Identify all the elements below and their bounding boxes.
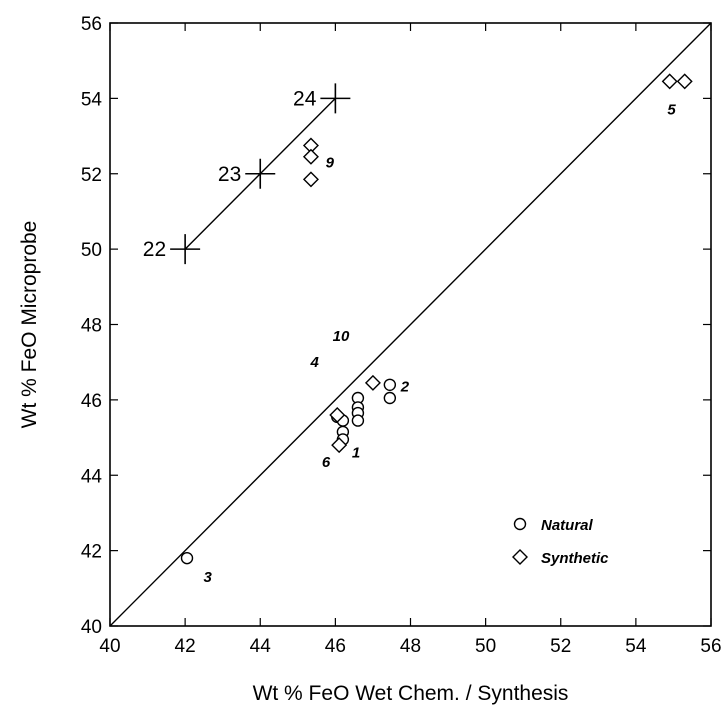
y-axis-title: Wt % FeO Microprobe — [18, 221, 41, 429]
reference-lines — [109, 22, 712, 627]
y-tick-label: 54 — [81, 89, 103, 110]
legend-natural-marker — [513, 517, 527, 531]
standard-label: 22 — [143, 238, 166, 261]
legend-synthetic-marker — [512, 549, 528, 565]
y-tick-label: 48 — [81, 316, 102, 337]
y-tick-label: 40 — [81, 617, 102, 638]
y-tick-label: 50 — [81, 240, 102, 261]
x-tick-label: 44 — [250, 636, 272, 657]
legend-synthetic-label: Synthetic — [541, 550, 609, 567]
synthetic-point — [661, 73, 678, 90]
y-tick-label: 42 — [81, 542, 102, 563]
point-annotation: 3 — [203, 569, 212, 586]
legend-natural-label: Natural — [541, 517, 594, 534]
x-tick-label: 56 — [700, 636, 721, 657]
data-markers — [180, 73, 693, 565]
synthetic-point — [329, 406, 346, 423]
point-annotation: 2 — [400, 379, 410, 396]
x-tick-label: 54 — [625, 636, 647, 657]
y-tick-label: 56 — [81, 14, 102, 35]
x-tick-label: 40 — [99, 636, 120, 657]
natural-point — [383, 378, 397, 391]
x-tick-label: 42 — [175, 636, 196, 657]
legend: Natural Synthetic — [512, 517, 609, 567]
synthetic-point — [364, 374, 381, 391]
point-annotation: 5 — [667, 102, 676, 119]
synthetic-point — [676, 73, 693, 90]
standard-markers: 22 23 24 — [143, 83, 351, 265]
synthetic-point — [302, 171, 319, 188]
point-annotation: 6 — [322, 454, 331, 471]
x-tick-label: 48 — [400, 636, 421, 657]
standard-label: 24 — [293, 87, 317, 110]
y-tick-label: 52 — [81, 165, 102, 186]
y-tick-label: 46 — [81, 391, 102, 412]
x-tick-label: 50 — [475, 636, 496, 657]
y-tick-label: 44 — [81, 466, 103, 487]
point-annotation: 9 — [326, 154, 335, 171]
x-tick-label: 52 — [550, 636, 571, 657]
x-axis-title: Wt % FeO Wet Chem. / Synthesis — [253, 682, 569, 705]
synthetic-point — [302, 148, 319, 165]
synthetic-point — [331, 437, 348, 454]
point-annotation: 4 — [310, 354, 320, 371]
natural-point — [383, 391, 397, 405]
natural-point — [351, 414, 365, 427]
natural-point — [180, 551, 194, 565]
point-annotation: 1 — [352, 445, 360, 462]
one-to-one-line — [109, 22, 712, 627]
x-tick-label: 46 — [325, 636, 346, 657]
point-annotation: 10 — [333, 328, 350, 345]
standard-label: 23 — [218, 163, 241, 186]
